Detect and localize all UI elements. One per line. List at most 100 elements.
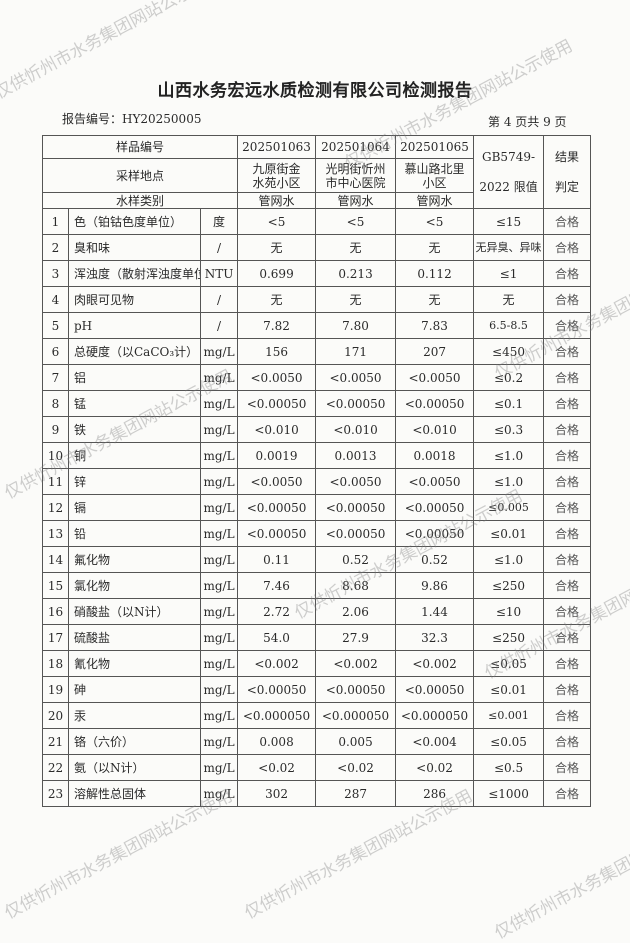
limit-value: ≤250 [473, 572, 545, 599]
limit-value: ≤0.05 [473, 728, 545, 755]
limit-value: ≤0.3 [473, 416, 545, 443]
item-number: 21 [42, 728, 69, 755]
header-row-type: 水样类别 管网水 管网水 管网水 [41, 192, 591, 209]
value-sample-1: 7.82 [237, 312, 317, 339]
item-number: 1 [42, 208, 69, 235]
limit-value: ≤1.0 [473, 468, 545, 495]
table-row: 14 氟化物 mg/L 0.11 0.52 0.52 ≤1.0 合格 [42, 546, 592, 573]
limit-value: ≤0.1 [473, 390, 545, 417]
table-row: 8 锰 mg/L <0.00050 <0.00050 <0.00050 ≤0.1 合格 [42, 390, 592, 417]
value-sample-2: 0.005 [315, 728, 397, 755]
item-number: 17 [42, 624, 69, 651]
value-sample-2: <0.0050 [315, 468, 397, 495]
value-sample-2: <5 [315, 208, 397, 235]
result-verdict: 合格 [543, 572, 592, 599]
item-number: 20 [42, 702, 69, 729]
item-number: 3 [42, 260, 69, 287]
value-sample-1: <0.000050 [237, 702, 317, 729]
value-sample-1: <0.00050 [237, 390, 317, 417]
value-sample-3: 9.86 [395, 572, 475, 599]
value-sample-3: 无 [395, 234, 475, 261]
value-sample-1: <5 [237, 208, 317, 235]
report-number: 报告编号：HY20250005 [62, 112, 202, 126]
limit-value: ≤15 [473, 208, 545, 235]
result-header: 结果判定 [543, 135, 592, 209]
result-verdict: 合格 [543, 286, 592, 313]
sample-type: 管网水 [315, 192, 397, 209]
value-sample-2: 0.0013 [315, 442, 397, 469]
value-sample-3: <0.00050 [395, 520, 475, 547]
item-unit: NTU [199, 260, 239, 287]
limit-value: ≤0.5 [473, 754, 545, 781]
item-name: 铬（六价） [68, 728, 201, 755]
value-sample-2: 无 [315, 286, 397, 313]
item-number: 14 [42, 546, 69, 573]
result-verdict: 合格 [543, 208, 592, 235]
result-verdict: 合格 [543, 494, 592, 521]
item-name: 氟化物 [68, 546, 201, 573]
item-name: 铅 [68, 520, 201, 547]
value-sample-2: 0.213 [315, 260, 397, 287]
item-unit: mg/L [199, 598, 239, 625]
item-number: 15 [42, 572, 69, 599]
item-unit: mg/L [199, 442, 239, 469]
item-name: 铜 [68, 442, 201, 469]
value-sample-3: <0.00050 [395, 494, 475, 521]
result-verdict: 合格 [543, 520, 592, 547]
value-sample-3: <0.00050 [395, 390, 475, 417]
table-row: 6 总硬度（以CaCO₃计） mg/L 156 171 207 ≤450 合格 [42, 338, 592, 365]
result-verdict: 合格 [543, 312, 592, 339]
item-unit: mg/L [199, 546, 239, 573]
value-sample-3: 0.0018 [395, 442, 475, 469]
limit-value: ≤0.05 [473, 650, 545, 677]
limit-value: ≤250 [473, 624, 545, 651]
value-sample-2: 8.68 [315, 572, 397, 599]
item-unit: mg/L [199, 494, 239, 521]
value-sample-1: <0.0050 [237, 468, 317, 495]
item-name: 汞 [68, 702, 201, 729]
item-name: 镉 [68, 494, 201, 521]
result-verdict: 合格 [543, 702, 592, 729]
table-row: 17 硫酸盐 mg/L 54.0 27.9 32.3 ≤250 合格 [42, 624, 592, 651]
location-label: 采样地点 [41, 158, 239, 193]
item-number: 19 [42, 676, 69, 703]
item-unit: / [199, 286, 239, 313]
result-verdict: 合格 [543, 728, 592, 755]
value-sample-1: 0.0019 [237, 442, 317, 469]
item-number: 9 [42, 416, 69, 443]
value-sample-3: <0.0050 [395, 364, 475, 391]
item-name: 铁 [68, 416, 201, 443]
sample-no: 202501063 [237, 135, 317, 159]
item-name: 浑浊度（散射浑浊度单位） [68, 260, 201, 287]
value-sample-3: <0.010 [395, 416, 475, 443]
value-sample-2: <0.0050 [315, 364, 397, 391]
item-number: 22 [42, 754, 69, 781]
value-sample-2: <0.000050 [315, 702, 397, 729]
result-verdict: 合格 [543, 260, 592, 287]
item-number: 5 [42, 312, 69, 339]
item-number: 6 [42, 338, 69, 365]
item-name: 砷 [68, 676, 201, 703]
header-row-location: 采样地点 九原街金水苑小区 光明街忻州市中心医院 慕山路北里小区 [41, 158, 591, 193]
item-name: 色（铂钴色度单位） [68, 208, 201, 235]
value-sample-2: 171 [315, 338, 397, 365]
type-label: 水样类别 [41, 192, 239, 209]
sample-no-label: 样品编号 [41, 135, 239, 159]
item-name: 氰化物 [68, 650, 201, 677]
value-sample-3: 286 [395, 780, 475, 807]
value-sample-2: <0.010 [315, 416, 397, 443]
item-number: 4 [42, 286, 69, 313]
result-verdict: 合格 [543, 650, 592, 677]
table-row: 5 pH/7.82 7.80 7.83 6.5-8.5 合格 [42, 312, 592, 339]
value-sample-1: <0.002 [237, 650, 317, 677]
value-sample-3: <0.004 [395, 728, 475, 755]
item-number: 7 [42, 364, 69, 391]
limit-value: ≤1 [473, 260, 545, 287]
value-sample-1: 0.11 [237, 546, 317, 573]
item-name: pH [68, 312, 201, 339]
item-unit: mg/L [199, 390, 239, 417]
item-unit: / [199, 312, 239, 339]
result-verdict: 合格 [543, 416, 592, 443]
value-sample-2: 287 [315, 780, 397, 807]
value-sample-1: <0.00050 [237, 676, 317, 703]
